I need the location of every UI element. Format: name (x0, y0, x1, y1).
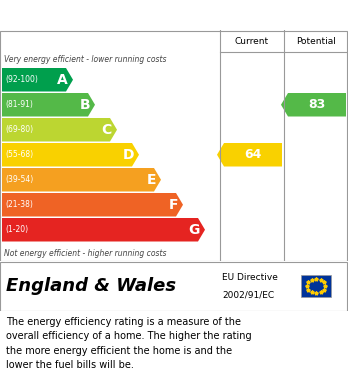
Polygon shape (2, 218, 205, 242)
Polygon shape (2, 143, 139, 167)
Text: 83: 83 (308, 98, 326, 111)
Polygon shape (281, 93, 346, 117)
Polygon shape (2, 118, 117, 142)
Text: B: B (79, 98, 90, 112)
Text: (81-91): (81-91) (5, 100, 33, 109)
Text: (1-20): (1-20) (5, 225, 28, 234)
Text: Current: Current (235, 36, 269, 45)
Text: C: C (102, 123, 112, 137)
Polygon shape (2, 168, 161, 192)
Text: Energy Efficiency Rating: Energy Efficiency Rating (10, 7, 220, 23)
Text: E: E (147, 173, 156, 187)
Text: D: D (122, 148, 134, 162)
Text: Potential: Potential (296, 36, 336, 45)
Text: EU Directive: EU Directive (222, 273, 278, 282)
Text: England & Wales: England & Wales (6, 277, 176, 295)
Polygon shape (2, 68, 73, 91)
Text: (69-80): (69-80) (5, 125, 33, 134)
Text: (55-68): (55-68) (5, 150, 33, 159)
Text: F: F (168, 198, 178, 212)
Bar (301, 275, 331, 297)
Text: Not energy efficient - higher running costs: Not energy efficient - higher running co… (4, 249, 166, 258)
Text: 64: 64 (244, 148, 262, 161)
Text: A: A (57, 73, 68, 87)
Text: (39-54): (39-54) (5, 175, 33, 184)
Text: G: G (189, 223, 200, 237)
Polygon shape (217, 143, 282, 167)
Text: 2002/91/EC: 2002/91/EC (222, 291, 274, 300)
Polygon shape (2, 193, 183, 217)
Polygon shape (2, 93, 95, 117)
Text: (21-38): (21-38) (5, 200, 33, 209)
Text: The energy efficiency rating is a measure of the
overall efficiency of a home. T: The energy efficiency rating is a measur… (6, 317, 252, 370)
Text: (92-100): (92-100) (5, 75, 38, 84)
Text: Very energy efficient - lower running costs: Very energy efficient - lower running co… (4, 56, 166, 65)
